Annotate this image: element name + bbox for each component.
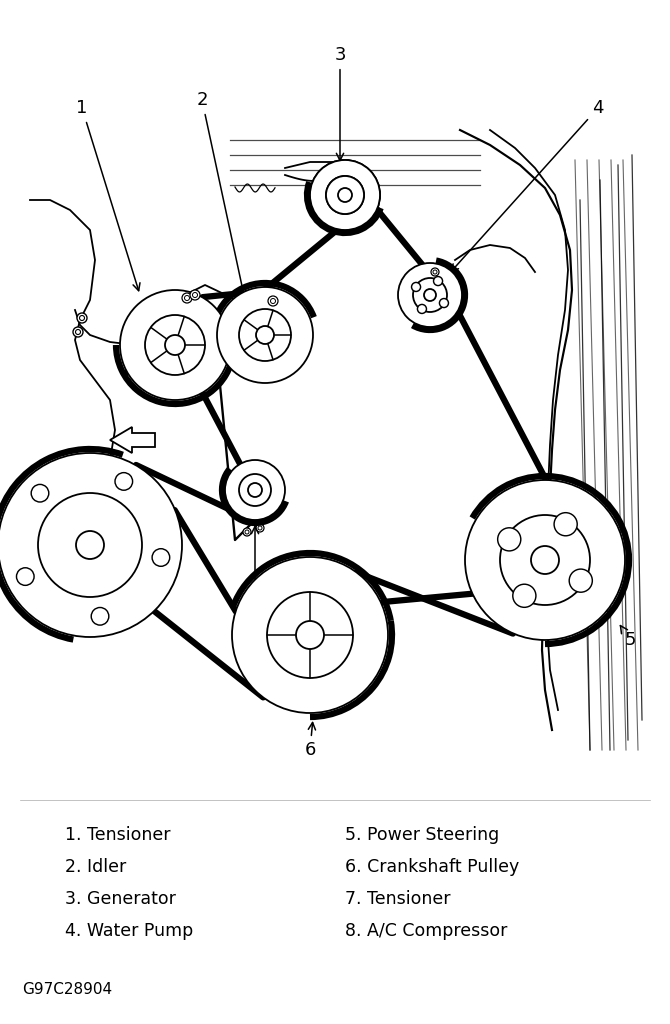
Circle shape: [338, 188, 352, 202]
Circle shape: [267, 592, 353, 678]
Text: 3: 3: [334, 46, 346, 161]
Circle shape: [411, 283, 421, 292]
Circle shape: [190, 290, 200, 300]
Text: 4. Water Pump: 4. Water Pump: [65, 922, 193, 940]
Circle shape: [310, 160, 380, 230]
Circle shape: [531, 546, 559, 574]
Circle shape: [192, 293, 198, 298]
Circle shape: [338, 188, 352, 202]
Circle shape: [326, 176, 364, 214]
Circle shape: [256, 524, 264, 532]
Circle shape: [268, 296, 278, 306]
Text: 6. Crankshaft Pulley: 6. Crankshaft Pulley: [345, 858, 519, 876]
Circle shape: [284, 609, 336, 660]
Circle shape: [73, 327, 83, 337]
Circle shape: [326, 176, 364, 214]
Circle shape: [76, 330, 80, 335]
Text: 1: 1: [76, 99, 140, 291]
Circle shape: [38, 493, 142, 597]
Circle shape: [398, 263, 462, 327]
Text: 3. Generator: 3. Generator: [65, 890, 176, 908]
Text: 7. Tensioner: 7. Tensioner: [345, 890, 450, 908]
Circle shape: [554, 513, 578, 536]
Circle shape: [165, 335, 185, 355]
Circle shape: [76, 531, 104, 559]
Circle shape: [120, 290, 230, 400]
Circle shape: [440, 299, 448, 307]
Circle shape: [513, 585, 536, 607]
Circle shape: [431, 268, 439, 276]
Circle shape: [245, 530, 249, 534]
Circle shape: [17, 567, 34, 586]
Circle shape: [258, 526, 262, 530]
Circle shape: [115, 473, 133, 490]
FancyArrow shape: [110, 427, 155, 453]
Circle shape: [145, 315, 205, 375]
Text: 7: 7: [249, 526, 261, 624]
Circle shape: [0, 453, 182, 637]
Circle shape: [182, 293, 192, 303]
Text: 8. A/C Compressor: 8. A/C Compressor: [345, 922, 507, 940]
Circle shape: [417, 304, 427, 313]
Circle shape: [500, 515, 590, 605]
Circle shape: [465, 480, 625, 640]
Text: G97C28904: G97C28904: [22, 982, 112, 997]
Circle shape: [433, 270, 437, 274]
Circle shape: [80, 315, 84, 321]
Text: 5. Power Steering: 5. Power Steering: [345, 826, 499, 844]
Circle shape: [232, 557, 388, 713]
Circle shape: [248, 483, 262, 497]
Circle shape: [225, 460, 285, 520]
Text: 2. Idler: 2. Idler: [65, 858, 126, 876]
Circle shape: [570, 569, 592, 592]
Circle shape: [31, 484, 49, 502]
Circle shape: [296, 621, 324, 649]
Circle shape: [77, 313, 87, 323]
Circle shape: [184, 296, 190, 300]
Text: 2: 2: [196, 91, 246, 296]
Circle shape: [271, 299, 275, 303]
Text: 8: 8: [22, 539, 90, 557]
Circle shape: [498, 527, 521, 551]
Circle shape: [217, 287, 313, 383]
Text: 5: 5: [620, 626, 636, 649]
Text: 6: 6: [304, 723, 316, 759]
Circle shape: [424, 289, 436, 301]
Circle shape: [239, 309, 291, 361]
Circle shape: [91, 607, 109, 625]
Circle shape: [413, 278, 447, 312]
Circle shape: [239, 474, 271, 506]
Circle shape: [243, 528, 251, 536]
Circle shape: [152, 549, 170, 566]
Circle shape: [310, 160, 380, 230]
Text: 1. Tensioner: 1. Tensioner: [65, 826, 170, 844]
Text: 4: 4: [451, 99, 604, 271]
Circle shape: [256, 326, 274, 344]
Circle shape: [433, 276, 443, 286]
